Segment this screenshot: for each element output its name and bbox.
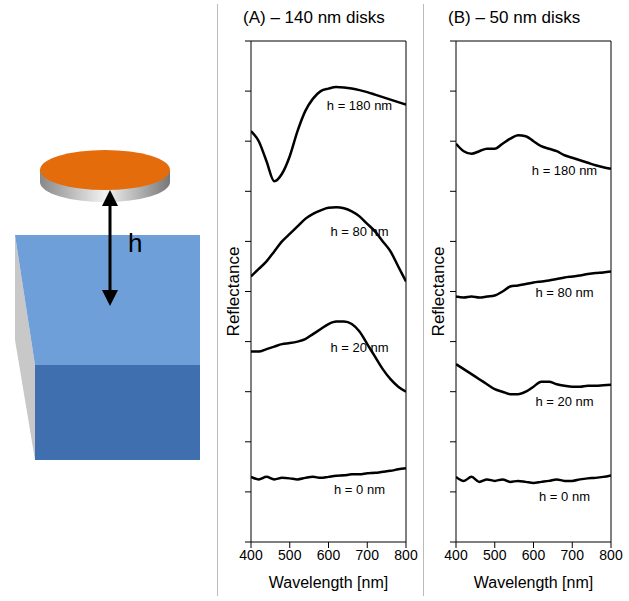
svg-text:h = 0 nm: h = 0 nm	[539, 489, 590, 504]
svg-text:700: 700	[561, 547, 585, 563]
svg-text:800: 800	[599, 547, 623, 563]
svg-text:600: 600	[317, 547, 341, 563]
svg-text:800: 800	[394, 547, 418, 563]
html-text:(A) – 140 nm disks: (A) – 140 nm disks	[243, 8, 385, 27]
svg-text:h = 180 nm: h = 180 nm	[532, 163, 597, 178]
svg-text:Wavelength [nm]: Wavelength [nm]	[474, 574, 593, 591]
svg-text:h = 20 nm: h = 20 nm	[330, 340, 388, 355]
svg-text:600: 600	[522, 547, 546, 563]
svg-text:400: 400	[239, 547, 263, 563]
svg-text:Wavelength [nm]: Wavelength [nm]	[269, 574, 388, 591]
svg-text:h: h	[128, 228, 142, 258]
svg-text:500: 500	[483, 547, 507, 563]
svg-text:h = 0 nm: h = 0 nm	[334, 482, 385, 497]
svg-text:700: 700	[356, 547, 380, 563]
svg-text:Reflectance: Reflectance	[429, 247, 448, 337]
svg-text:h = 20 nm: h = 20 nm	[535, 394, 593, 409]
svg-text:h = 80 nm: h = 80 nm	[330, 224, 388, 239]
html-text:(B) – 50 nm disks: (B) – 50 nm disks	[448, 8, 581, 27]
svg-text:Reflectance: Reflectance	[224, 247, 243, 337]
svg-text:h = 80 nm: h = 80 nm	[535, 285, 593, 300]
svg-text:h = 180 nm: h = 180 nm	[327, 98, 392, 113]
svg-text:500: 500	[278, 547, 302, 563]
svg-text:400: 400	[444, 547, 468, 563]
